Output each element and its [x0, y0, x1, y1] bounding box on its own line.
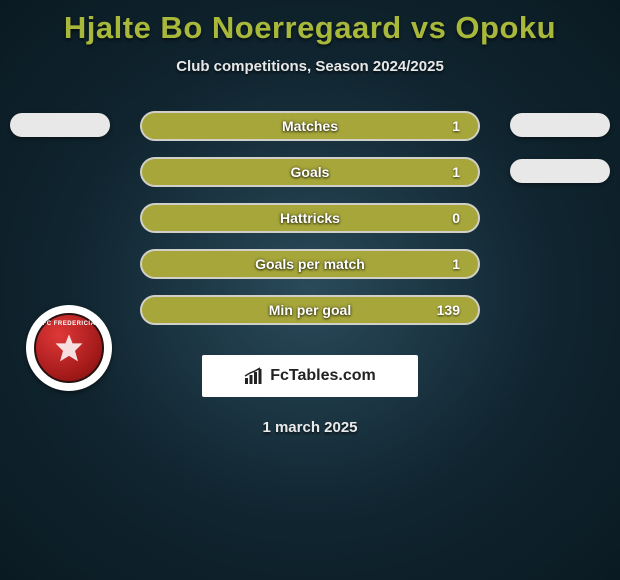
stat-row: Min per goal 139 [0, 295, 620, 325]
stat-value: 0 [452, 210, 460, 226]
stat-pill-goals: Goals 1 [140, 157, 480, 187]
stat-row: Hattricks 0 [0, 203, 620, 233]
stat-value: 1 [452, 256, 460, 272]
stat-pill-hattricks: Hattricks 0 [140, 203, 480, 233]
bar-chart-icon [244, 367, 266, 385]
stat-label: Hattricks [280, 210, 340, 226]
stats-area: FC FREDERICIA Matches 1 Goals 1 Hattrick [0, 111, 620, 341]
left-value-pill [10, 113, 110, 137]
stat-label: Min per goal [269, 302, 351, 318]
club-badge-icon [54, 334, 84, 364]
stat-row: Goals per match 1 [0, 249, 620, 279]
right-value-pill [510, 113, 610, 137]
stat-value: 1 [452, 164, 460, 180]
page-title: Hjalte Bo Noerregaard vs Opoku [64, 10, 556, 46]
stat-label: Matches [282, 118, 338, 134]
stat-pill-gpm: Goals per match 1 [140, 249, 480, 279]
brand-text: FcTables.com [270, 367, 376, 385]
stat-row: Goals 1 [0, 157, 620, 187]
right-value-pill [510, 159, 610, 183]
stat-label: Goals [291, 164, 330, 180]
stat-value: 1 [452, 118, 460, 134]
stat-row: Matches 1 [0, 111, 620, 141]
stat-pill-mpg: Min per goal 139 [140, 295, 480, 325]
stat-pill-matches: Matches 1 [140, 111, 480, 141]
content-wrapper: Hjalte Bo Noerregaard vs Opoku Club comp… [0, 0, 620, 580]
stat-label: Goals per match [255, 256, 365, 272]
brand-box: FcTables.com [202, 355, 418, 397]
subtitle: Club competitions, Season 2024/2025 [176, 58, 444, 75]
date-label: 1 march 2025 [262, 419, 357, 436]
stat-value: 139 [437, 302, 460, 318]
